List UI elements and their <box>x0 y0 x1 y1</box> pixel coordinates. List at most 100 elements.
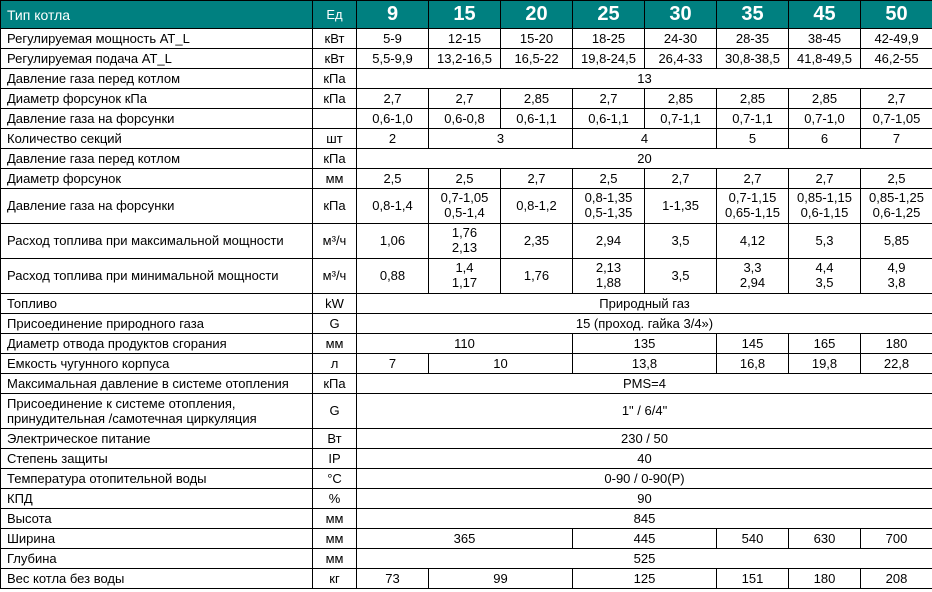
unit-cell: G <box>313 393 357 428</box>
value-cell: PMS=4 <box>357 373 932 393</box>
value-cell: 180 <box>789 568 861 588</box>
value-cell: 2,7 <box>645 169 717 189</box>
value-cell: 2,7 <box>357 89 429 109</box>
unit-cell: м³/ч <box>313 223 357 258</box>
value-cell: 365 <box>357 528 573 548</box>
value-cell: 3,32,94 <box>717 258 789 293</box>
value-cell: 2,94 <box>573 223 645 258</box>
unit-cell: мм <box>313 169 357 189</box>
value-cell: 13,2-16,5 <box>429 49 501 69</box>
table-row: Расход топлива при минимальной мощностим… <box>1 258 932 293</box>
value-cell: 0,85-1,150,6-1,15 <box>789 189 861 224</box>
param-cell: Диаметр форсунок <box>1 169 313 189</box>
value-cell: 2,85 <box>789 89 861 109</box>
value-cell: 4 <box>573 129 717 149</box>
value-cell: 4,93,8 <box>861 258 932 293</box>
param-cell: Топливо <box>1 293 313 313</box>
value-cell: 0,7-1,05 <box>861 109 932 129</box>
value-cell: 2,35 <box>501 223 573 258</box>
value-cell: 2,131,88 <box>573 258 645 293</box>
value-cell: 19,8-24,5 <box>573 49 645 69</box>
value-cell: 15 (проход. гайка 3/4») <box>357 313 932 333</box>
value-cell: 1-1,35 <box>645 189 717 224</box>
unit-cell: кПа <box>313 149 357 169</box>
value-cell: 3,5 <box>645 223 717 258</box>
param-cell: Емкость чугунного корпуса <box>1 353 313 373</box>
value-cell: 525 <box>357 548 932 568</box>
param-cell: Количество секций <box>1 129 313 149</box>
header-unit: Ед <box>313 1 357 29</box>
param-cell: Регулируемая подача AT_L <box>1 49 313 69</box>
value-cell: 1" / 6/4" <box>357 393 932 428</box>
value-cell: 540 <box>717 528 789 548</box>
table-row: Давление газа перед котломкПа13 <box>1 69 932 89</box>
table-row: Высотамм845 <box>1 508 932 528</box>
value-cell: 2,85 <box>717 89 789 109</box>
value-cell: 700 <box>861 528 932 548</box>
value-cell: 5 <box>717 129 789 149</box>
table-row: Степень защитыIP40 <box>1 448 932 468</box>
value-cell: 110 <box>357 333 573 353</box>
header-row: Тип котлаЕд915202530354550 <box>1 1 932 29</box>
unit-cell: IP <box>313 448 357 468</box>
table-row: Расход топлива при максимальной мощности… <box>1 223 932 258</box>
value-cell: 0,8-1,2 <box>501 189 573 224</box>
table-row: Присоединение к системе отопления, прину… <box>1 393 932 428</box>
unit-cell <box>313 109 357 129</box>
header-col: 35 <box>717 1 789 29</box>
value-cell: 10 <box>429 353 573 373</box>
value-cell: 7 <box>861 129 932 149</box>
table-row: Температура отопительной воды°C0-90 / 0-… <box>1 468 932 488</box>
param-cell: Расход топлива при максимальной мощности <box>1 223 313 258</box>
value-cell: 4,12 <box>717 223 789 258</box>
value-cell: 0,6-1,0 <box>357 109 429 129</box>
value-cell: 845 <box>357 508 932 528</box>
header-col: 20 <box>501 1 573 29</box>
header-col: 30 <box>645 1 717 29</box>
table-row: Давление газа на форсунки0,6-1,00,6-0,80… <box>1 109 932 129</box>
value-cell: 125 <box>573 568 717 588</box>
value-cell: 145 <box>717 333 789 353</box>
param-cell: Расход топлива при минимальной мощности <box>1 258 313 293</box>
table-row: Присоединение природного газаG15 (проход… <box>1 313 932 333</box>
value-cell: 0-90 / 0-90(P) <box>357 468 932 488</box>
value-cell: 90 <box>357 488 932 508</box>
table-row: Вес котла без водыкг7399125151180208 <box>1 568 932 588</box>
param-cell: Ширина <box>1 528 313 548</box>
value-cell: 165 <box>789 333 861 353</box>
value-cell: 180 <box>861 333 932 353</box>
param-cell: Электрическое питание <box>1 428 313 448</box>
value-cell: 1,76 <box>501 258 573 293</box>
param-cell: Глубина <box>1 548 313 568</box>
unit-cell: кВт <box>313 49 357 69</box>
value-cell: 7 <box>357 353 429 373</box>
value-cell: 1,06 <box>357 223 429 258</box>
value-cell: 1,762,13 <box>429 223 501 258</box>
value-cell: 2,85 <box>501 89 573 109</box>
value-cell: 0,8-1,350,5-1,35 <box>573 189 645 224</box>
param-cell: Высота <box>1 508 313 528</box>
header-param: Тип котла <box>1 1 313 29</box>
param-cell: Давление газа на форсунки <box>1 189 313 224</box>
param-cell: Присоединение природного газа <box>1 313 313 333</box>
param-cell: Температура отопительной воды <box>1 468 313 488</box>
value-cell: 2,7 <box>861 89 932 109</box>
table-row: КПД%90 <box>1 488 932 508</box>
value-cell: 2,5 <box>861 169 932 189</box>
param-cell: Вес котла без воды <box>1 568 313 588</box>
value-cell: 230 / 50 <box>357 428 932 448</box>
param-cell: Давление газа на форсунки <box>1 109 313 129</box>
value-cell: 24-30 <box>645 29 717 49</box>
table-row: Регулируемая мощность AT_LкВт5-912-1515-… <box>1 29 932 49</box>
value-cell: 0,85-1,250,6-1,25 <box>861 189 932 224</box>
unit-cell: мм <box>313 548 357 568</box>
param-cell: Диаметр форсунок кПа <box>1 89 313 109</box>
value-cell: 3,5 <box>645 258 717 293</box>
value-cell: 5-9 <box>357 29 429 49</box>
value-cell: 0,6-1,1 <box>573 109 645 129</box>
table-row: Емкость чугунного корпусал71013,816,819,… <box>1 353 932 373</box>
table-row: Количество секцийшт234567 <box>1 129 932 149</box>
value-cell: 6 <box>789 129 861 149</box>
value-cell: 4,43,5 <box>789 258 861 293</box>
value-cell: 208 <box>861 568 932 588</box>
